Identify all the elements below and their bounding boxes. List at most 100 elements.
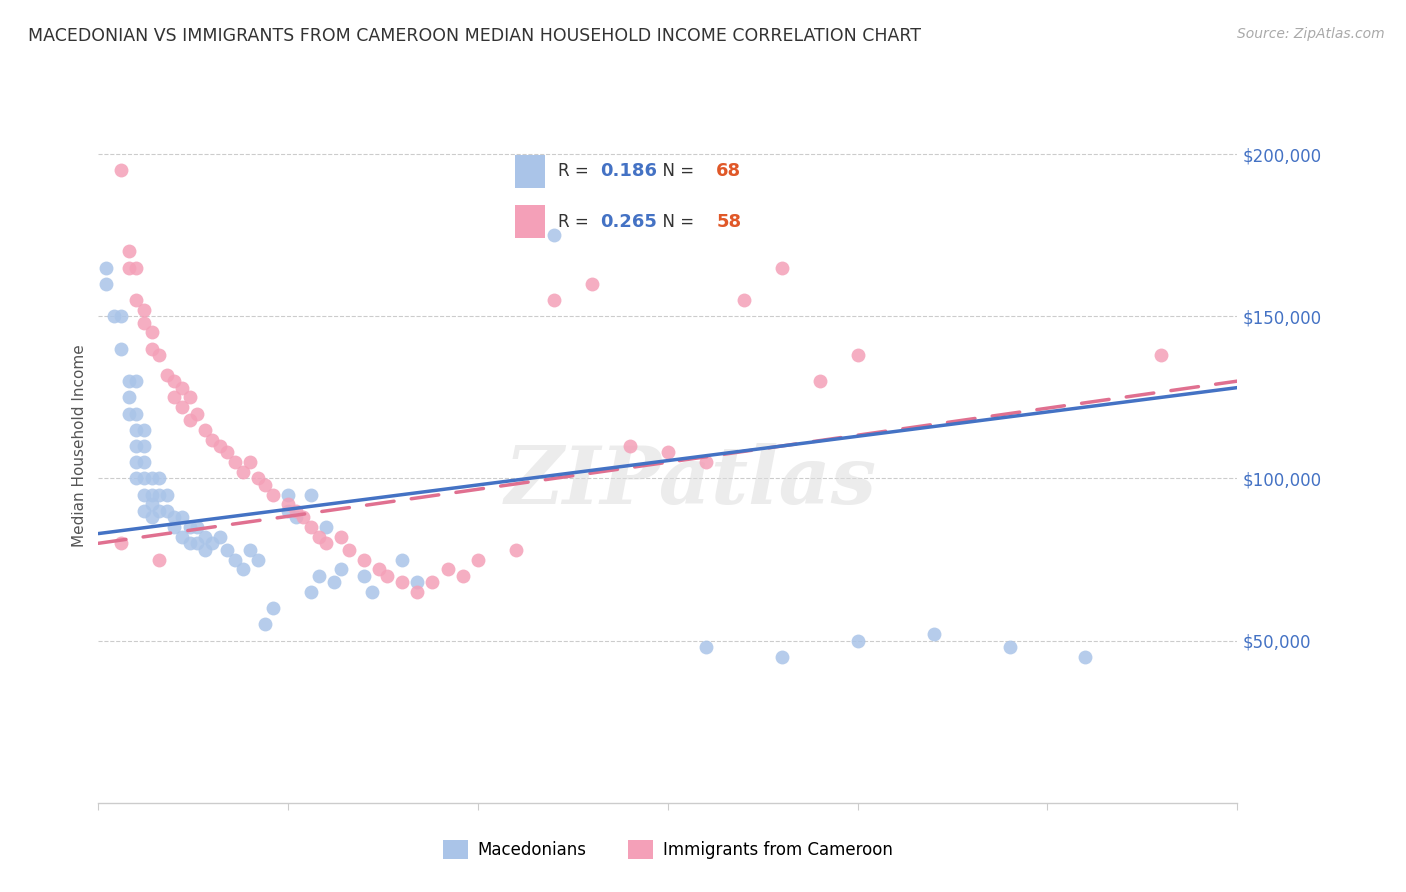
- Point: [353, 568, 375, 582]
- Point: [239, 455, 262, 469]
- Point: [277, 504, 299, 518]
- Point: [277, 497, 299, 511]
- Point: [125, 471, 148, 485]
- Point: [110, 536, 132, 550]
- Point: [163, 374, 186, 388]
- Point: [254, 478, 277, 492]
- Point: [315, 520, 337, 534]
- Point: [337, 542, 360, 557]
- Point: [360, 585, 382, 599]
- Point: [695, 640, 717, 654]
- Point: [132, 316, 155, 330]
- Point: [118, 260, 141, 275]
- Point: [308, 568, 330, 582]
- Point: [156, 504, 179, 518]
- Text: ZIPatlas: ZIPatlas: [505, 443, 877, 520]
- Point: [922, 627, 945, 641]
- Point: [695, 455, 717, 469]
- Point: [224, 552, 246, 566]
- Point: [232, 465, 254, 479]
- Point: [733, 293, 755, 307]
- Point: [186, 536, 208, 550]
- Point: [141, 510, 163, 524]
- Point: [770, 260, 793, 275]
- Point: [132, 455, 155, 469]
- Point: [246, 552, 269, 566]
- Legend: Macedonians, Immigrants from Cameroon: Macedonians, Immigrants from Cameroon: [436, 833, 900, 866]
- Point: [308, 530, 330, 544]
- Text: R =: R =: [558, 162, 593, 180]
- Point: [125, 439, 148, 453]
- Point: [118, 390, 141, 404]
- Point: [246, 471, 269, 485]
- Point: [770, 649, 793, 664]
- Point: [94, 260, 117, 275]
- Point: [581, 277, 603, 291]
- Point: [94, 277, 117, 291]
- Point: [148, 504, 170, 518]
- Point: [141, 342, 163, 356]
- Point: [118, 407, 141, 421]
- Point: [125, 455, 148, 469]
- Point: [368, 562, 391, 576]
- Point: [422, 575, 444, 590]
- Point: [170, 381, 193, 395]
- Text: 68: 68: [716, 162, 741, 180]
- Point: [846, 633, 869, 648]
- Point: [406, 585, 429, 599]
- Point: [1150, 348, 1173, 362]
- Point: [170, 510, 193, 524]
- Point: [125, 260, 148, 275]
- Point: [315, 536, 337, 550]
- Point: [391, 552, 413, 566]
- Point: [543, 228, 565, 243]
- Text: 0.186: 0.186: [600, 162, 657, 180]
- Point: [262, 601, 284, 615]
- Point: [217, 445, 239, 459]
- Point: [998, 640, 1021, 654]
- Point: [170, 400, 193, 414]
- Point: [132, 423, 155, 437]
- Text: Source: ZipAtlas.com: Source: ZipAtlas.com: [1237, 27, 1385, 41]
- Point: [619, 439, 641, 453]
- Point: [125, 374, 148, 388]
- Point: [141, 471, 163, 485]
- Point: [1074, 649, 1097, 664]
- Point: [353, 552, 375, 566]
- Point: [208, 530, 231, 544]
- Point: [148, 488, 170, 502]
- Point: [125, 407, 148, 421]
- Point: [163, 520, 186, 534]
- Text: 0.265: 0.265: [600, 212, 657, 231]
- Point: [186, 407, 208, 421]
- Point: [132, 439, 155, 453]
- Point: [262, 488, 284, 502]
- Text: N =: N =: [652, 212, 700, 231]
- Point: [125, 293, 148, 307]
- Point: [201, 433, 224, 447]
- Point: [299, 488, 322, 502]
- Point: [254, 617, 277, 632]
- Point: [451, 568, 474, 582]
- Point: [277, 488, 299, 502]
- Point: [179, 413, 201, 427]
- Point: [284, 510, 307, 524]
- Text: 58: 58: [716, 212, 741, 231]
- Point: [110, 342, 132, 356]
- Point: [132, 488, 155, 502]
- Point: [322, 575, 344, 590]
- Point: [201, 536, 224, 550]
- Point: [132, 504, 155, 518]
- Point: [141, 326, 163, 340]
- Point: [292, 510, 315, 524]
- Point: [179, 520, 201, 534]
- Point: [118, 374, 141, 388]
- Point: [141, 497, 163, 511]
- Point: [148, 471, 170, 485]
- Point: [156, 488, 179, 502]
- Point: [239, 542, 262, 557]
- Point: [224, 455, 246, 469]
- Point: [436, 562, 458, 576]
- Point: [194, 542, 217, 557]
- Point: [163, 510, 186, 524]
